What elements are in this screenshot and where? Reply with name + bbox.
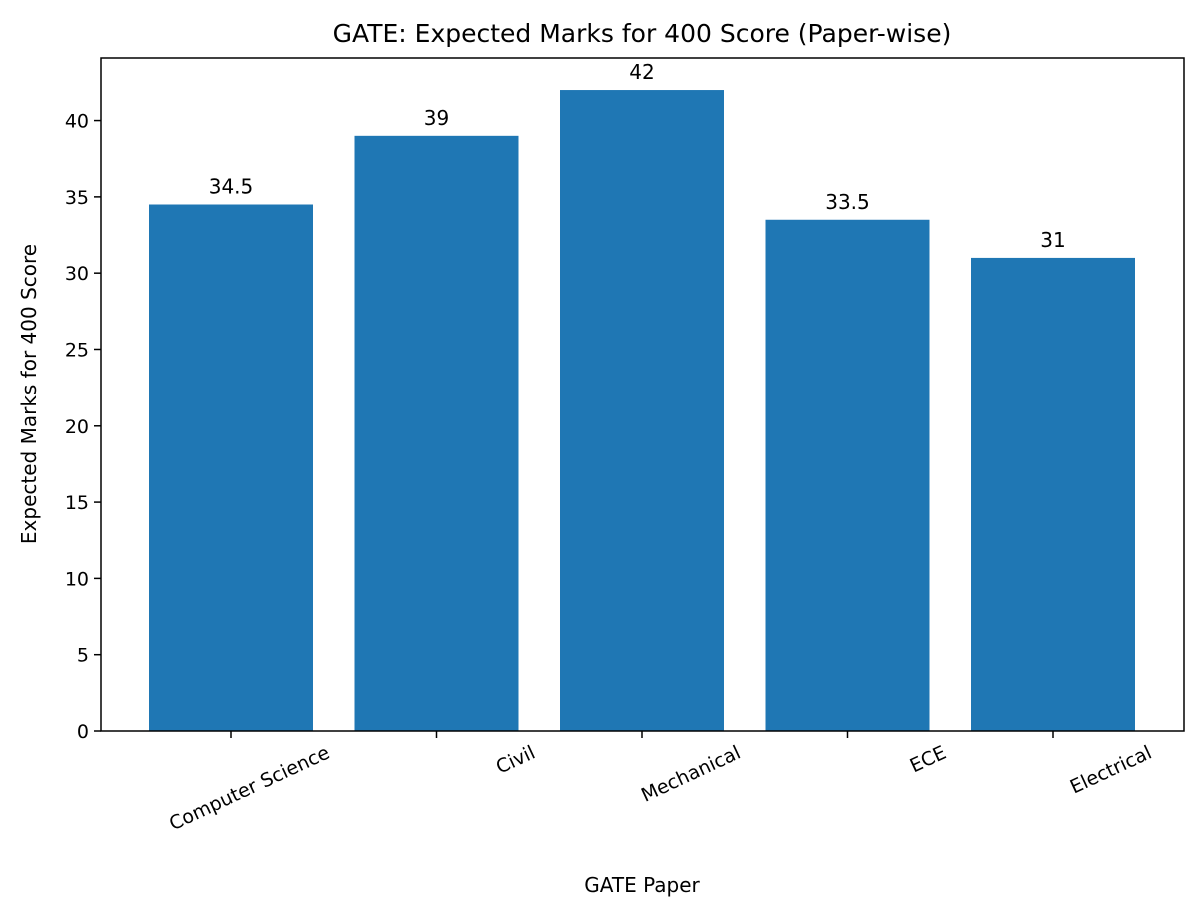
- bar-value-label: 31: [1040, 228, 1065, 252]
- plot-area-frame: [100, 57, 1185, 732]
- y-tick-label: 15: [65, 492, 89, 514]
- bar-value-label: 34.5: [209, 175, 254, 199]
- y-tick-label: 10: [65, 568, 89, 590]
- x-tick-label: Computer Science: [166, 742, 333, 836]
- x-tick-label: ECE: [907, 742, 950, 778]
- bar: [560, 90, 724, 732]
- x-tick-label: Electrical: [1067, 742, 1155, 799]
- bars: 34.5 39 42 33.5 31: [149, 60, 1135, 732]
- y-tick-label: 35: [65, 187, 89, 209]
- y-tick-label: 20: [65, 416, 89, 438]
- bar: [354, 135, 519, 731]
- x-axis-label: GATE Paper: [584, 873, 700, 897]
- y-axis: 0 5 10 15 20 25 30 35 40: [65, 111, 101, 743]
- y-tick-label: 25: [65, 339, 89, 361]
- x-tick-label: Mechanical: [638, 742, 744, 807]
- y-tick-label: 0: [77, 721, 89, 743]
- y-tick-label: 5: [77, 645, 89, 667]
- y-tick-label: 40: [65, 111, 89, 133]
- bar-value-label: 42: [629, 60, 654, 84]
- bar: [971, 257, 1135, 731]
- y-tick-label: 30: [65, 263, 89, 285]
- bar: [765, 219, 930, 732]
- x-axis: Computer Science Civil Mechanical ECE Electr…: [166, 731, 1155, 835]
- bar: [149, 204, 313, 731]
- bar-value-label: 33.5: [825, 190, 870, 214]
- chart-title: GATE: Expected Marks for 400 Score (Pape…: [333, 19, 952, 48]
- y-axis-label: Expected Marks for 400 Score: [17, 244, 41, 544]
- x-tick-label: Civil: [493, 742, 539, 779]
- bar-value-label: 39: [424, 106, 449, 130]
